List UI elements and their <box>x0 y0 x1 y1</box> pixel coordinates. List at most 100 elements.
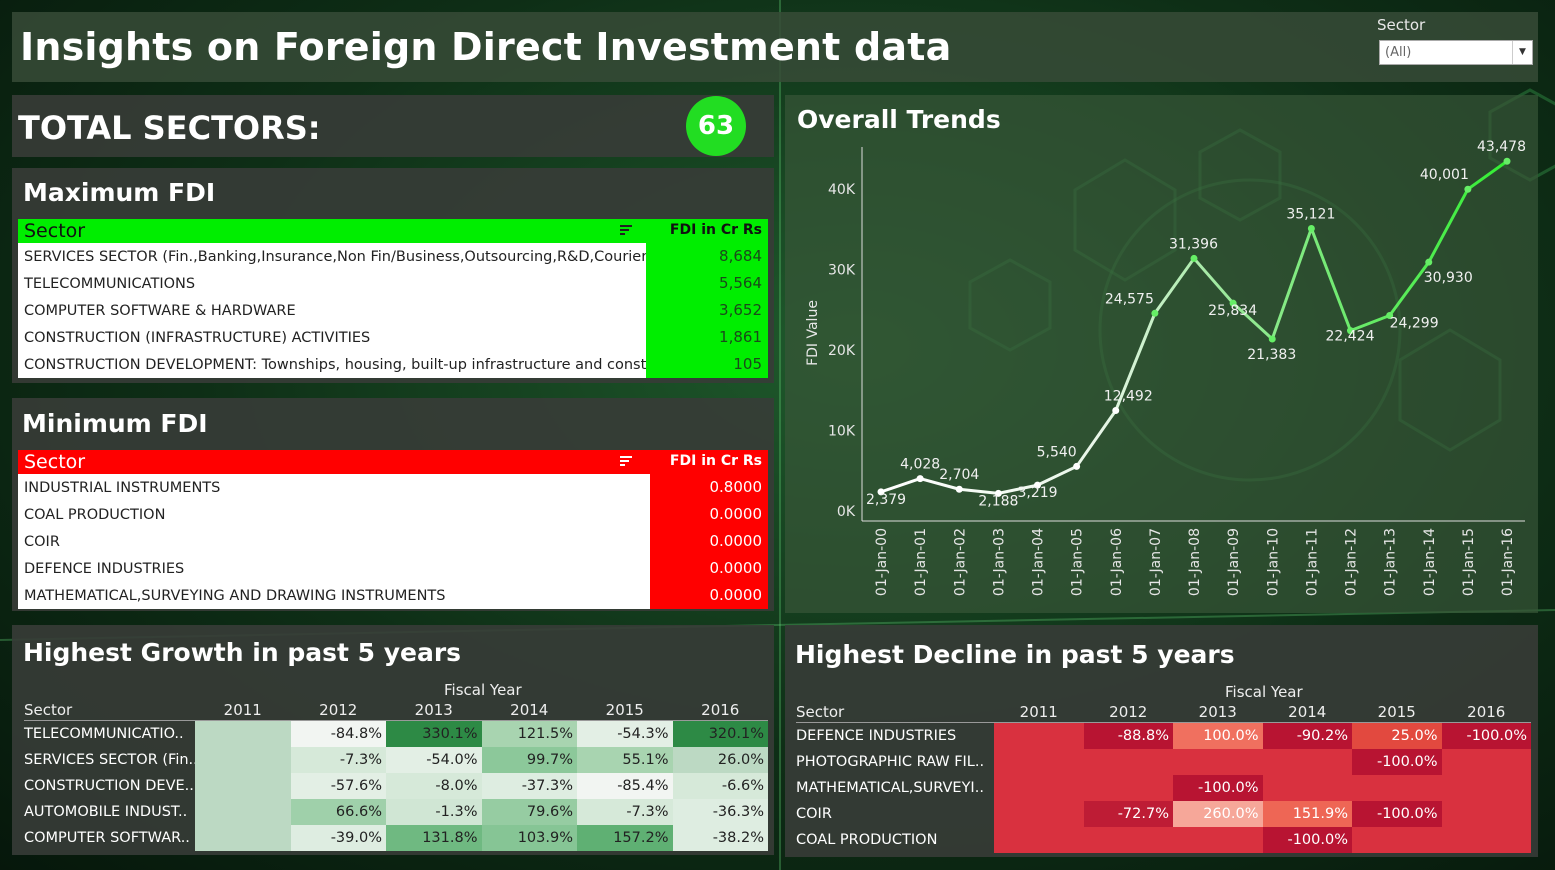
data-label: 22,424 <box>1326 329 1375 345</box>
col-header-year[interactable]: 2014 <box>510 701 549 719</box>
table-row[interactable]: MATHEMATICAL,SURVEYING AND DRAWING INSTR… <box>18 582 768 609</box>
col-header-year[interactable]: 2016 <box>701 701 740 719</box>
heatmap-cell[interactable] <box>994 801 1084 827</box>
heatmap-cell[interactable]: 26.0% <box>672 747 768 773</box>
col-header-year[interactable]: 2013 <box>1198 703 1237 721</box>
heatmap-cell[interactable] <box>1441 801 1531 827</box>
table-row[interactable]: COMPUTER SOFTWARE & HARDWARE 3,652 <box>18 297 768 324</box>
sort-icon[interactable] <box>620 455 632 467</box>
table-row[interactable]: SERVICES SECTOR (Fin.,Banking,Insurance,… <box>18 243 768 270</box>
x-tick-label: 01-Jan-07 <box>1148 528 1164 596</box>
heatmap-cell[interactable] <box>1262 775 1352 801</box>
chevron-down-icon[interactable]: ▼ <box>1512 41 1532 64</box>
heatmap-cell[interactable]: -54.3% <box>577 721 673 747</box>
heatmap-cell[interactable] <box>1441 827 1531 853</box>
heatmap-cell[interactable]: -37.3% <box>481 773 577 799</box>
data-label: 4,028 <box>900 457 940 473</box>
heatmap-cell[interactable]: 99.7% <box>481 747 577 773</box>
col-header-year[interactable]: 2014 <box>1288 703 1327 721</box>
heatmap-cell[interactable]: 330.1% <box>386 721 482 747</box>
col-header-year[interactable]: 2011 <box>223 701 262 719</box>
col-header-year[interactable]: 2012 <box>1109 703 1148 721</box>
heatmap-cell[interactable] <box>994 827 1084 853</box>
heatmap-cell[interactable]: -7.3% <box>577 799 673 825</box>
col-header-fdi[interactable]: FDI in Cr Rs <box>669 222 762 238</box>
heatmap-cell[interactable] <box>195 747 291 773</box>
table-row[interactable]: DEFENCE INDUSTRIES 0.0000 <box>18 555 768 582</box>
x-tick-label: 01-Jan-04 <box>1031 528 1047 596</box>
heatmap-cell[interactable]: 131.8% <box>386 825 482 851</box>
table-row[interactable]: COIR 0.0000 <box>18 528 768 555</box>
heatmap-cell[interactable]: -100.0% <box>1352 801 1442 827</box>
heatmap-cell[interactable] <box>1083 749 1173 775</box>
heatmap-cell[interactable]: -7.3% <box>290 747 386 773</box>
col-header-sector[interactable]: Sector <box>24 451 86 473</box>
max-fdi-title: Maximum FDI <box>23 178 216 207</box>
x-tick-label: 01-Jan-00 <box>874 528 890 596</box>
heatmap-cell[interactable]: -100.0% <box>1441 723 1531 749</box>
heatmap-cell[interactable] <box>1352 775 1442 801</box>
heatmap-cell[interactable]: -100.0% <box>1262 827 1352 853</box>
col-header-year[interactable]: 2013 <box>414 701 453 719</box>
sector-filter-dropdown[interactable]: (All) ▼ <box>1379 40 1533 65</box>
heatmap-cell[interactable]: 103.9% <box>481 825 577 851</box>
col-header-year[interactable]: 2015 <box>605 701 644 719</box>
heatmap-cell[interactable] <box>1173 749 1263 775</box>
heatmap-cell[interactable] <box>195 799 291 825</box>
col-header-year[interactable]: 2012 <box>319 701 358 719</box>
heatmap-cell[interactable]: 100.0% <box>1173 723 1263 749</box>
table-row[interactable]: TELECOMMUNICATIONS 5,564 <box>18 270 768 297</box>
heatmap-cell[interactable]: 66.6% <box>290 799 386 825</box>
heatmap-cell[interactable]: 121.5% <box>481 721 577 747</box>
data-label: 21,383 <box>1247 347 1296 363</box>
heatmap-cell[interactable]: 151.9% <box>1262 801 1352 827</box>
heatmap-cell[interactable] <box>1083 775 1173 801</box>
heatmap-cell[interactable] <box>1352 827 1442 853</box>
heatmap-cell[interactable]: -100.0% <box>1352 749 1442 775</box>
header-divider <box>796 722 1531 723</box>
heatmap-cell[interactable] <box>1262 749 1352 775</box>
heatmap-cell[interactable] <box>1083 827 1173 853</box>
sort-icon[interactable] <box>620 224 632 236</box>
table-row[interactable]: CONSTRUCTION DEVELOPMENT: Townships, hou… <box>18 351 768 378</box>
heatmap-cell[interactable] <box>994 749 1084 775</box>
heatmap-cell[interactable] <box>195 825 291 851</box>
heatmap-cell[interactable]: 55.1% <box>577 747 673 773</box>
heatmap-cell[interactable]: 320.1% <box>672 721 768 747</box>
col-header-fdi[interactable]: FDI in Cr Rs <box>669 453 762 469</box>
heatmap-cell[interactable]: -39.0% <box>290 825 386 851</box>
heatmap-cell[interactable]: -1.3% <box>386 799 482 825</box>
heatmap-cell[interactable]: 25.0% <box>1352 723 1442 749</box>
heatmap-cell[interactable]: 157.2% <box>577 825 673 851</box>
heatmap-cell[interactable]: 79.6% <box>481 799 577 825</box>
table-row[interactable]: COAL PRODUCTION 0.0000 <box>18 501 768 528</box>
heatmap-cell[interactable] <box>1441 775 1531 801</box>
heatmap-cell[interactable]: 260.0% <box>1173 801 1263 827</box>
heatmap-cell[interactable]: -88.8% <box>1083 723 1173 749</box>
col-header-year[interactable]: 2011 <box>1019 703 1058 721</box>
heatmap-cell[interactable]: -54.0% <box>386 747 482 773</box>
heatmap-cell[interactable]: -36.3% <box>672 799 768 825</box>
x-tick-label: 01-Jan-14 <box>1422 528 1438 596</box>
heatmap-cell[interactable]: -90.2% <box>1262 723 1352 749</box>
heatmap-cell[interactable]: -38.2% <box>672 825 768 851</box>
x-tick-label: 01-Jan-15 <box>1461 528 1477 596</box>
heatmap-cell[interactable] <box>994 775 1084 801</box>
col-header-sector[interactable]: Sector <box>24 220 86 242</box>
heatmap-cell[interactable]: -72.7% <box>1083 801 1173 827</box>
heatmap-cell[interactable] <box>994 723 1084 749</box>
heatmap-cell[interactable]: -57.6% <box>290 773 386 799</box>
heatmap-cell[interactable]: -85.4% <box>577 773 673 799</box>
heatmap-cell[interactable]: -84.8% <box>290 721 386 747</box>
heatmap-cell[interactable] <box>195 721 291 747</box>
heatmap-cell[interactable] <box>195 773 291 799</box>
heatmap-cell[interactable]: -6.6% <box>672 773 768 799</box>
col-header-year[interactable]: 2015 <box>1377 703 1416 721</box>
heatmap-cell[interactable] <box>1441 749 1531 775</box>
heatmap-cell[interactable]: -100.0% <box>1173 775 1263 801</box>
col-header-year[interactable]: 2016 <box>1467 703 1506 721</box>
heatmap-cell[interactable] <box>1173 827 1263 853</box>
table-row[interactable]: INDUSTRIAL INSTRUMENTS 0.8000 <box>18 474 768 501</box>
table-row[interactable]: CONSTRUCTION (INFRASTRUCTURE) ACTIVITIES… <box>18 324 768 351</box>
heatmap-cell[interactable]: -8.0% <box>386 773 482 799</box>
